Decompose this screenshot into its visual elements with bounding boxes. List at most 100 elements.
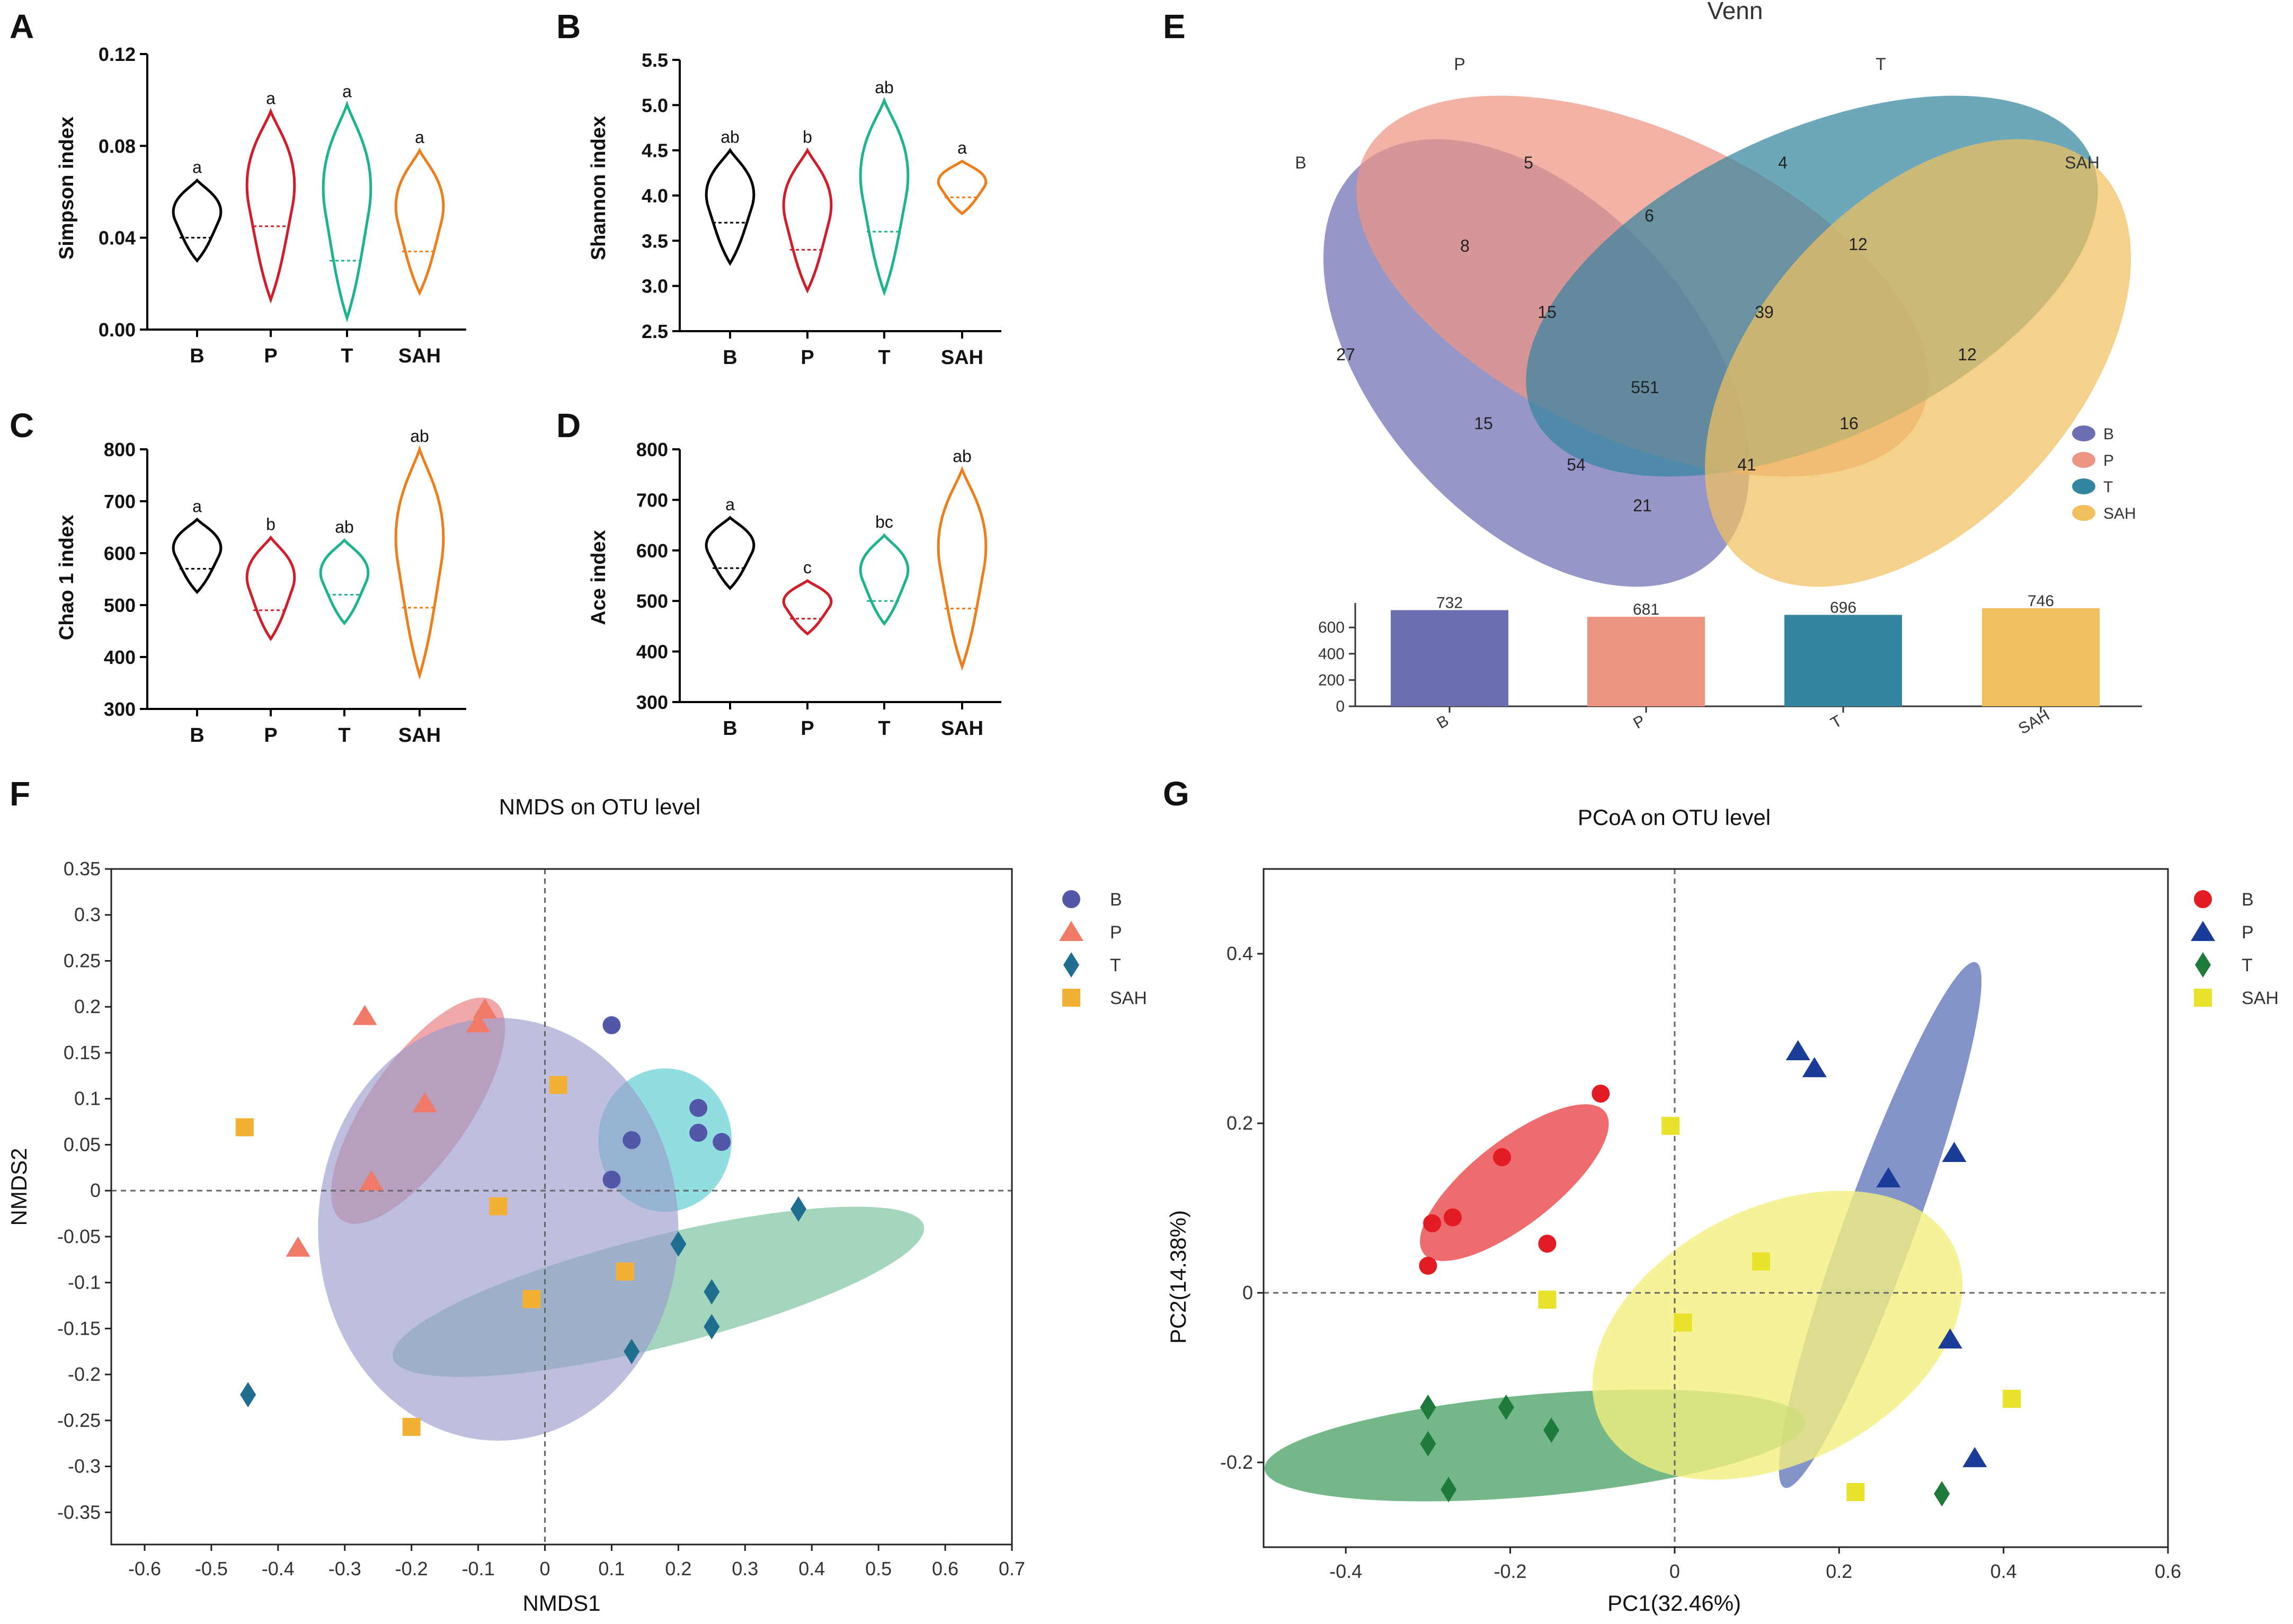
y-axis-title: NMDS2: [6, 1148, 31, 1226]
panel-letter-f: F: [10, 775, 30, 813]
y-tick-label: 0: [90, 1179, 101, 1201]
x-tick-label: 0.4: [798, 1558, 825, 1579]
point-p: [359, 1170, 384, 1191]
legend-label: P: [1110, 922, 1122, 943]
legend-label: B: [2242, 890, 2254, 910]
legend-label: SAH: [2103, 505, 2136, 522]
y-tick-label: -0.05: [57, 1226, 101, 1247]
venn-region-count: 12: [1848, 235, 1868, 254]
panel-letter-e: E: [1163, 7, 1186, 46]
point-t: [670, 1231, 687, 1257]
point-b: [713, 1133, 731, 1151]
panel-a: A Simpson index 0.00 0.04 0.08 0.12 Ba Pa Ta SA…: [10, 7, 466, 367]
point-p: [1938, 1328, 1962, 1348]
venn-region-count: 12: [1958, 345, 1977, 364]
point-sah: [1846, 1483, 1865, 1501]
x-tick-label: T: [878, 717, 890, 740]
panel-letter-d: D: [556, 406, 581, 445]
y-tick-label: 0.15: [64, 1042, 101, 1063]
y-axis-title: PC2(14.38%): [1166, 1210, 1190, 1344]
bar-category-label: B: [1434, 712, 1452, 732]
point-sah: [402, 1417, 421, 1436]
point-b: [689, 1099, 708, 1117]
y-axis-title: Simpson index: [56, 117, 78, 260]
point-b: [1443, 1208, 1462, 1227]
point-sah: [489, 1197, 508, 1215]
x-tick-label: B: [723, 717, 737, 740]
legend-marker-p: [1059, 921, 1083, 941]
bar-sah: [1982, 608, 2100, 706]
point-p: [466, 1012, 491, 1033]
point-sah: [1752, 1252, 1770, 1271]
data-points: [1419, 1040, 2021, 1507]
point-p: [352, 1005, 377, 1025]
x-tick-label: SAH: [941, 347, 983, 369]
data-points: [235, 998, 807, 1436]
significance-label: a: [957, 138, 967, 157]
venn-set-label: P: [1454, 55, 1465, 74]
y-tick-label: 800: [104, 439, 136, 460]
y-tick-label: -0.2: [1220, 1451, 1253, 1473]
point-p: [1962, 1447, 1987, 1467]
legend-label: P: [2242, 922, 2254, 943]
point-sah: [1661, 1116, 1680, 1135]
y-tick-label: 0.00: [99, 319, 136, 341]
bar-p: [1587, 617, 1705, 706]
venn-region-count: 15: [1537, 303, 1557, 322]
violin-t: [319, 538, 370, 626]
violin-b: [705, 516, 756, 590]
significance-label: a: [415, 128, 424, 147]
point-sah: [522, 1290, 541, 1308]
bar-t: [1784, 615, 1902, 706]
point-sah: [235, 1118, 254, 1137]
y-tick-label: 700: [104, 491, 136, 512]
significance-label: a: [192, 496, 202, 516]
significance-label: ab: [953, 447, 972, 466]
legend: BPT SAH: [2191, 890, 2279, 1008]
legend: BPT SAH: [1059, 890, 1147, 1008]
point-sah: [1674, 1314, 1692, 1332]
violin-p: [245, 108, 296, 304]
panel-c: C Chao 1 index 300 400 500 600 700 800 Ba Pb Tab…: [10, 406, 466, 747]
y-tick-label: 0.2: [74, 996, 101, 1017]
x-tick-label: 0.3: [732, 1558, 758, 1579]
confidence-ellipses: [318, 997, 925, 1441]
venn-title: Venn: [1708, 0, 1763, 24]
significance-label: ab: [335, 518, 354, 537]
violin-p: [245, 535, 296, 642]
significance-label: bc: [875, 512, 893, 531]
significance-label: a: [725, 495, 735, 514]
point-p: [412, 1092, 437, 1113]
significance-label: ab: [410, 427, 429, 446]
venn-bar-chart: 0 200 400 600 732 B 681 P 696 T 746 SAH: [1318, 592, 2142, 738]
y-tick-label: 0.2: [1227, 1112, 1253, 1134]
bar-value-label: 732: [1436, 594, 1463, 611]
x-tick-label: 0.5: [865, 1558, 892, 1579]
significance-label: c: [803, 558, 812, 577]
panel-d: D Ace index 300 400 500 600 700 800 Ba Pc Tbc SAH…: [556, 406, 1001, 740]
legend-marker-b: [1062, 890, 1080, 908]
legend-marker-t: [1063, 952, 1079, 978]
significance-label: a: [266, 88, 275, 108]
venn-region-count: 27: [1336, 345, 1355, 364]
violin-sah: [937, 159, 988, 216]
panel-g: G PCoA on OTU level PC1(32.46%) PC2(14.3…: [1163, 775, 2279, 1616]
panel-f: F NMDS on OTU level NMDS1 NMDS2 -0.6 -0.5…: [6, 775, 1147, 1616]
x-tick-label: 0.2: [1826, 1560, 1852, 1582]
ellipse-b: [1420, 1104, 1609, 1261]
point-t: [240, 1382, 256, 1408]
bar-category-label: T: [1828, 712, 1845, 732]
point-t: [704, 1279, 720, 1304]
legend-label: B: [1110, 890, 1122, 910]
violin-p: [782, 579, 833, 636]
point-p: [286, 1236, 310, 1257]
x-tick-label: -0.6: [128, 1558, 161, 1579]
confidence-ellipses: [1264, 962, 1982, 1502]
venn-region-count: 15: [1474, 414, 1493, 433]
venn-region-count: 16: [1839, 414, 1859, 433]
y-tick-label: 300: [636, 691, 668, 713]
